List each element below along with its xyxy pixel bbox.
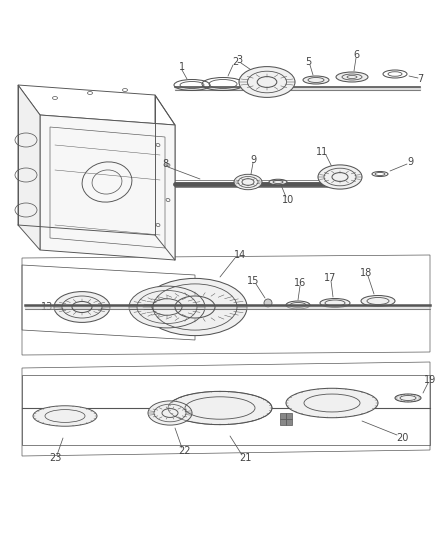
Text: 23: 23: [49, 453, 61, 463]
Ellipse shape: [233, 174, 261, 190]
Polygon shape: [279, 413, 285, 419]
Text: 14: 14: [233, 250, 246, 260]
Text: 6: 6: [352, 50, 358, 60]
Text: 9: 9: [406, 157, 412, 167]
Ellipse shape: [148, 401, 191, 425]
Text: 18: 18: [359, 268, 371, 278]
Polygon shape: [40, 115, 175, 260]
Ellipse shape: [263, 299, 272, 307]
Text: 8: 8: [162, 159, 168, 169]
Text: 13: 13: [41, 302, 53, 312]
Text: 15: 15: [246, 276, 258, 286]
Text: 11: 11: [315, 147, 327, 157]
Ellipse shape: [54, 292, 110, 322]
Text: 19: 19: [423, 375, 435, 385]
Ellipse shape: [335, 72, 367, 82]
Ellipse shape: [285, 301, 309, 309]
Text: 21: 21: [238, 453, 251, 463]
Text: 5: 5: [304, 57, 311, 67]
Polygon shape: [285, 413, 291, 419]
Ellipse shape: [285, 388, 377, 418]
Text: 20: 20: [395, 433, 407, 443]
Text: 17: 17: [323, 273, 336, 283]
Ellipse shape: [33, 406, 97, 426]
Ellipse shape: [302, 76, 328, 84]
Ellipse shape: [168, 391, 272, 425]
Ellipse shape: [238, 67, 294, 98]
Ellipse shape: [129, 286, 205, 328]
Text: 9: 9: [249, 155, 255, 165]
Text: 16: 16: [293, 278, 305, 288]
Ellipse shape: [394, 394, 420, 402]
Text: 2: 2: [231, 57, 237, 67]
Ellipse shape: [317, 165, 361, 189]
Text: 1: 1: [179, 62, 185, 72]
Ellipse shape: [268, 179, 286, 185]
Ellipse shape: [360, 295, 394, 306]
Text: 7: 7: [416, 74, 422, 84]
Text: 10: 10: [281, 195, 293, 205]
Ellipse shape: [319, 298, 349, 308]
Text: 22: 22: [178, 446, 191, 456]
Text: 3: 3: [235, 55, 241, 65]
Polygon shape: [18, 85, 40, 250]
Polygon shape: [285, 419, 291, 425]
Polygon shape: [279, 419, 285, 425]
Ellipse shape: [143, 278, 247, 336]
